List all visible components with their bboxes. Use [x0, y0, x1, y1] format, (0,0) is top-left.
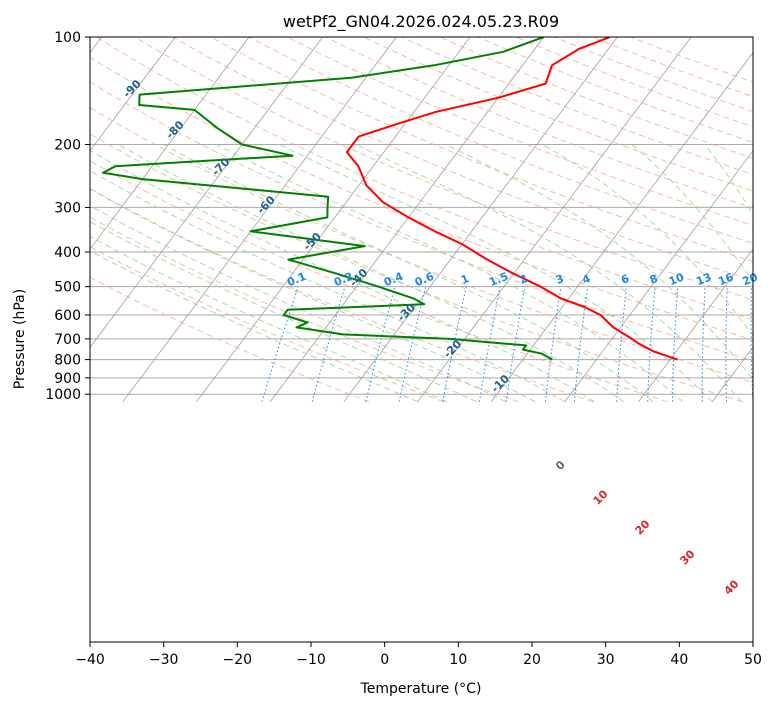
moist-adiabat-line: [355, 144, 742, 403]
mixing-ratio-line: [750, 286, 753, 402]
x-tick-label: 20: [523, 652, 541, 668]
x-tick-label: −10: [296, 652, 326, 668]
dry-adiabat-line: [90, 160, 668, 403]
y-tick-label: 300: [54, 200, 81, 216]
moist-adiabat-line: [279, 144, 713, 403]
mixing-ratio-line: [725, 286, 728, 402]
moist-adiabat-line: [90, 149, 595, 403]
dry-adiabat-line: [90, 246, 444, 403]
moist-adiabat-line: [90, 235, 448, 403]
mixing-ratio-line: [647, 286, 656, 402]
x-tick-label: 40: [670, 652, 688, 668]
x-tick-label: −30: [149, 652, 179, 668]
mixing-ratio-label: 10: [667, 270, 686, 288]
dry-adiabat-line: [90, 133, 743, 403]
y-tick-label: 100: [54, 30, 81, 46]
isotherm-line: [90, 37, 324, 349]
moist-adiabat-line: [216, 144, 684, 403]
y-tick-label: 500: [54, 280, 81, 296]
y-tick-label: 800: [54, 353, 81, 369]
moist-adiabat-line: [118, 144, 625, 403]
mixing-ratio-label: 13: [694, 271, 713, 289]
mixing-ratio-line: [311, 286, 346, 402]
dry-adiabat-line: [172, 37, 753, 281]
mixing-ratio-line: [616, 286, 627, 402]
x-tick-label: 50: [744, 652, 762, 668]
x-tick-label: 30: [597, 652, 615, 668]
plot-frame: [89, 36, 754, 643]
moist-adiabat-line: [90, 221, 477, 403]
mixing-ratio-label: 8: [648, 272, 660, 287]
dry-adiabat-line: [90, 81, 753, 362]
dry-adiabat-line: [286, 37, 753, 227]
temperature-profile-line: [345, 37, 678, 361]
isotherm-line: [196, 37, 471, 403]
moist-adiabat-line: [90, 250, 418, 403]
dry-adiabat-line: [90, 216, 519, 403]
background-lines: [90, 37, 753, 403]
dry-adiabat-line: [96, 37, 753, 321]
data-series: [102, 37, 678, 361]
x-axis: −40 −30 −20 −10 0 10 20 30 40 50: [75, 642, 762, 668]
moist-adiabat-line: [90, 205, 507, 403]
isotherm-line: [90, 37, 250, 250]
y-tick-label: 1000: [45, 387, 81, 403]
moist-adiabat-line: [631, 144, 753, 283]
mixing-ratio-label: 2: [518, 272, 530, 287]
isotherm-line: [564, 150, 753, 403]
x-tick-label: 0: [380, 652, 389, 668]
x-axis-label: Temperature (°C): [360, 681, 482, 697]
dry-adiabat-line: [363, 37, 753, 192]
y-tick-label: 900: [54, 371, 81, 387]
isotherm-line: [122, 37, 397, 403]
dry-adiabat-line: [90, 56, 753, 341]
mixing-ratio-label: 20: [741, 270, 760, 288]
mixing-ratio-line: [261, 286, 299, 402]
mixing-ratio-label: 3: [554, 272, 566, 287]
mixing-ratio-line: [365, 286, 396, 402]
x-tick-label: −40: [75, 652, 105, 668]
isotherm-line: [90, 37, 176, 152]
mixing-ratio-label: 1: [459, 272, 471, 287]
x-tick-label: −20: [223, 652, 253, 668]
dewpoint-profile-line: [102, 37, 553, 361]
moist-adiabat-line: [90, 188, 536, 403]
y-tick-label: 400: [54, 245, 81, 261]
dry-adiabat-line: [90, 107, 753, 384]
mixing-ratio-label: 16: [716, 270, 735, 288]
x-tick-label: 10: [449, 652, 467, 668]
chart-title: wetPf2_GN04.2026.024.05.23.R09: [283, 12, 559, 32]
mixing-ratio-line: [398, 286, 427, 402]
moist-adiabat-line: [90, 170, 566, 403]
y-tick-label: 700: [54, 332, 81, 348]
y-axis-label: Pressure (hPa): [12, 289, 28, 389]
mixing-ratio-line: [671, 286, 679, 402]
mixing-ratio-line: [701, 286, 706, 402]
isotherm-line: [343, 37, 618, 403]
dry-adiabat-line: [210, 37, 753, 263]
y-tick-label: 600: [54, 308, 81, 324]
plot-background: [90, 37, 753, 642]
y-tick-label: 200: [54, 138, 81, 154]
